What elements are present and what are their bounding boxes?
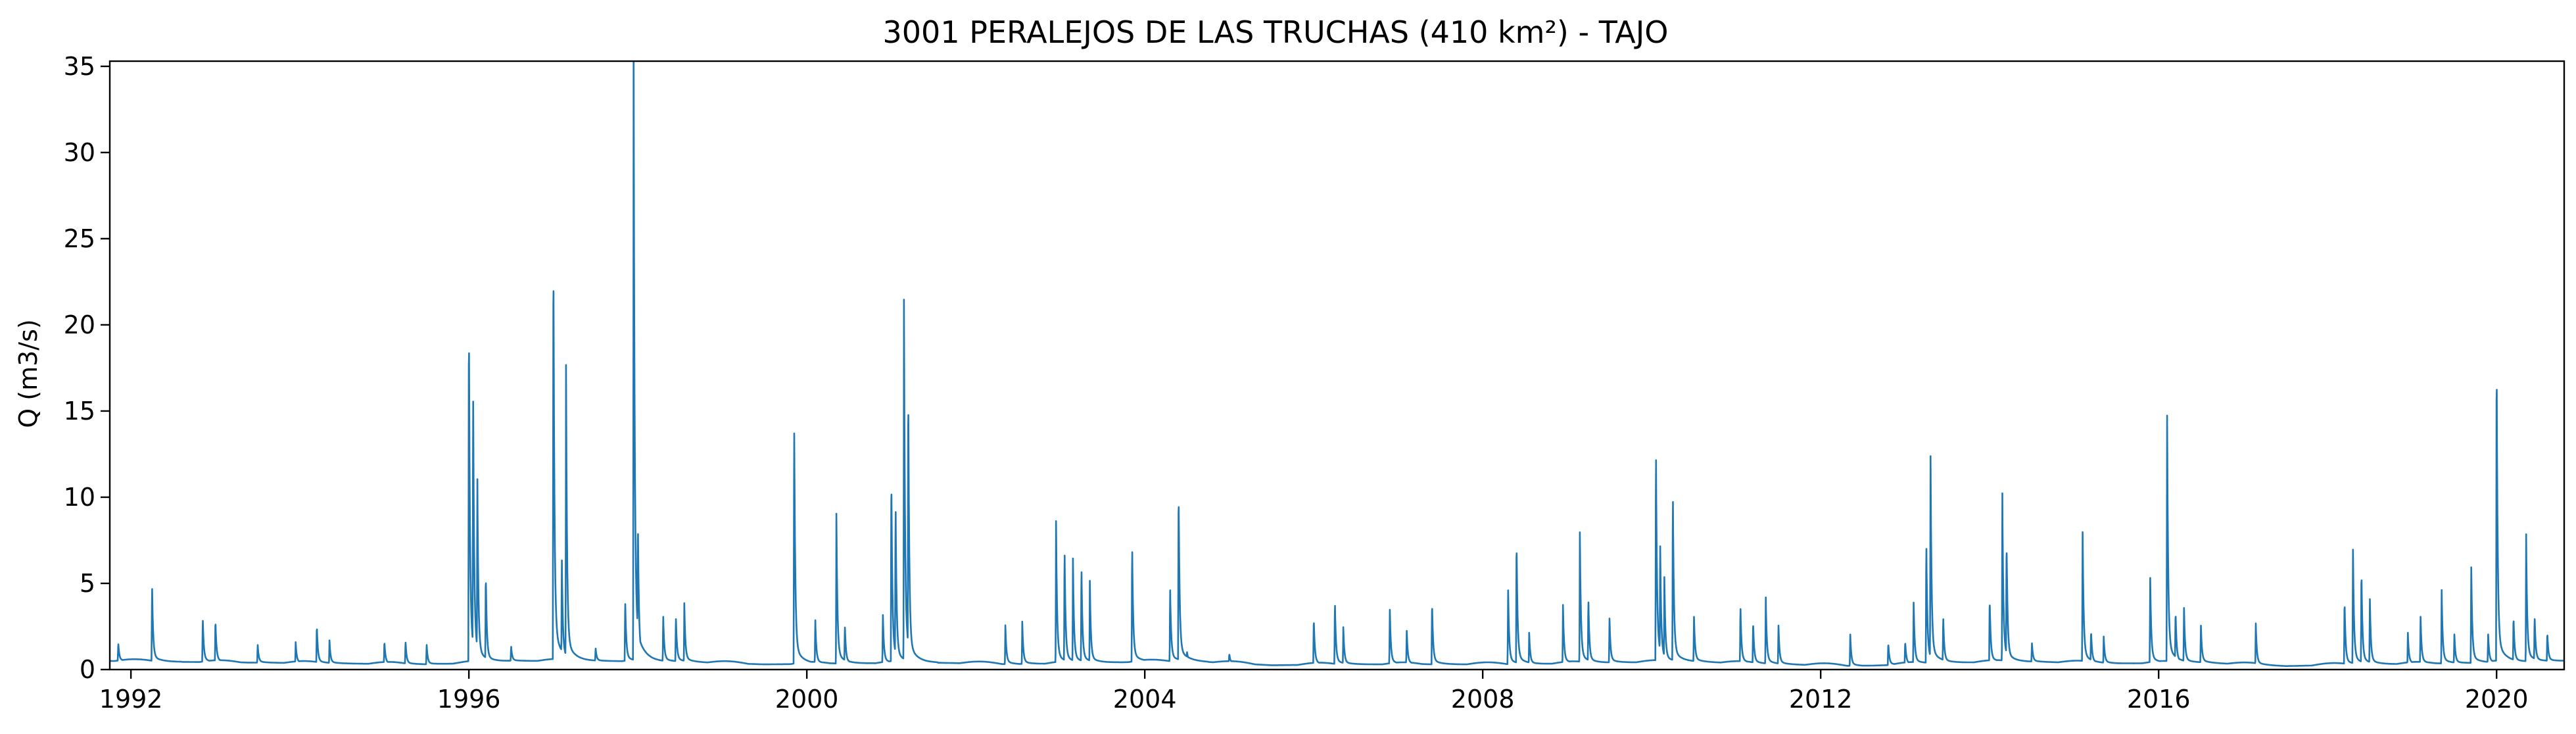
x-axis: 1992 1996 2000 2004 2008 2012 2016 2020	[99, 670, 2529, 714]
y-tick-label: 10	[64, 483, 95, 512]
x-tick-label: 2008	[1451, 685, 1515, 714]
x-tick-label: 2000	[775, 685, 839, 714]
y-tick-label: 35	[64, 52, 95, 81]
x-tick-label: 1996	[437, 685, 501, 714]
y-tick-label: 0	[80, 655, 95, 684]
x-tick-label: 2004	[1113, 685, 1177, 714]
x-tick-label: 2016	[2127, 685, 2191, 714]
y-tick-label: 25	[64, 224, 95, 253]
x-tick-label: 2020	[2465, 685, 2529, 714]
y-tick-label: 5	[80, 569, 95, 598]
chart-title: 3001 PERALEJOS DE LAS TRUCHAS (410 km²) …	[883, 14, 1669, 50]
y-tick-label: 30	[64, 138, 95, 167]
y-axis-label: Q (m3/s)	[14, 319, 43, 428]
flow-series-line	[110, 61, 2564, 668]
y-axis: 0 5 10 15 20 25 30 35	[64, 52, 110, 684]
x-tick-label: 2012	[1789, 685, 1853, 714]
plot-frame	[108, 60, 2565, 671]
y-tick-label: 15	[64, 397, 95, 426]
y-tick-label: 20	[64, 310, 95, 339]
x-tick-label: 1992	[99, 685, 163, 714]
